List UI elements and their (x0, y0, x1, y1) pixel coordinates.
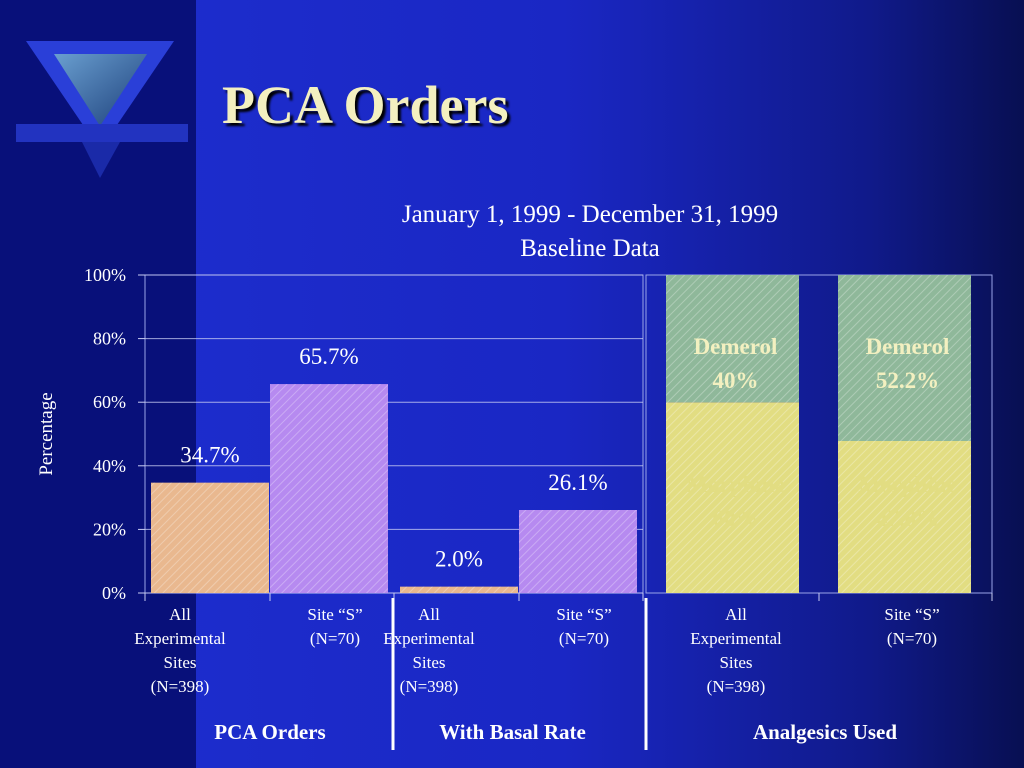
data-label: 65.7% (299, 344, 358, 369)
bar-hatch (400, 586, 518, 593)
segment-hatch (666, 275, 799, 403)
x-category-label: All (725, 605, 747, 624)
slide-title: PCA Orders (222, 75, 509, 135)
x-category-label: Sites (412, 653, 445, 672)
data-label: 26.1% (548, 470, 607, 495)
x-category-label: (N=398) (151, 677, 210, 696)
y-tick-label: 0% (102, 583, 126, 603)
x-category-label: Sites (719, 653, 752, 672)
bar-hatch (519, 510, 637, 593)
segment-value-label: 40% (713, 368, 759, 393)
x-category-label: (N=70) (887, 629, 937, 648)
segment-value-label: 60% (713, 506, 759, 531)
x-category-label: All (169, 605, 191, 624)
y-tick-label: 40% (93, 456, 126, 476)
y-tick-label: 20% (93, 519, 126, 539)
segment-name-label: Morphine (686, 472, 784, 497)
group-label-analgesics: Analgesics Used (752, 720, 898, 744)
y-tick-label: 100% (84, 265, 126, 285)
segment-name-label: Demerol (866, 334, 950, 359)
x-category-label: Site “S” (307, 605, 362, 624)
group-label-pca-orders: PCA Orders (214, 720, 326, 744)
x-category-label: (N=70) (310, 629, 360, 648)
segment-name-label: Morphine (858, 472, 956, 497)
triangle-logo-icon (16, 41, 188, 178)
y-axis-label: Percentage (36, 392, 57, 475)
x-category-label: (N=398) (400, 677, 459, 696)
date-range-text: January 1, 1999 - December 31, 1999 (401, 201, 779, 228)
group-label-basal-rate: With Basal Rate (439, 720, 586, 744)
x-category-label: (N=398) (707, 677, 766, 696)
data-label: 34.7% (180, 443, 239, 468)
data-label: 2.0% (435, 547, 483, 572)
chart-subtitle: January 1, 1999 - December 31, 1999 Base… (320, 198, 860, 266)
bar-hatch (270, 384, 388, 593)
y-tick-label: 60% (93, 392, 126, 412)
x-category-label: (N=70) (559, 629, 609, 648)
bar-hatch (151, 482, 269, 593)
segment-value-label: 52.2% (876, 368, 939, 393)
x-category-label: Site “S” (556, 605, 611, 624)
y-tick-label: 80% (93, 329, 126, 349)
baseline-text: Baseline Data (520, 235, 660, 262)
x-category-label: Site “S” (884, 605, 939, 624)
segment-hatch (666, 402, 799, 593)
x-category-label: Experimental (383, 629, 475, 648)
x-category-label: All (418, 605, 440, 624)
x-category-label: Experimental (134, 629, 226, 648)
x-category-label: Experimental (690, 629, 782, 648)
segment-hatch (838, 440, 971, 593)
segment-name-label: Demerol (694, 334, 778, 359)
segment-value-label: 47.8% (876, 506, 939, 531)
x-category-label: Sites (163, 653, 196, 672)
segment-hatch (838, 275, 971, 441)
